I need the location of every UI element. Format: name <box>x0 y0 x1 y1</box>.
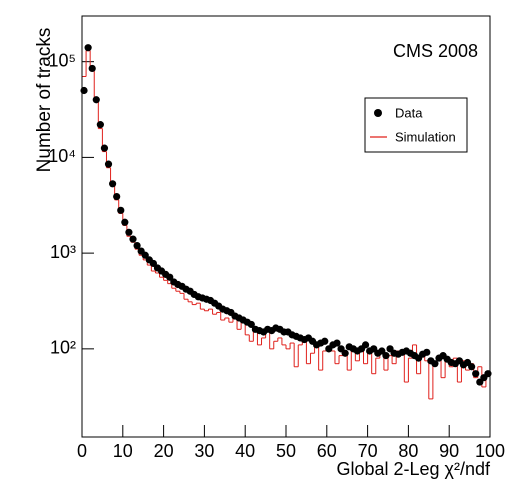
legend-label: Data <box>395 105 423 120</box>
data-point <box>141 251 149 259</box>
data-point <box>333 339 341 347</box>
x-tick-label: 100 <box>475 441 505 461</box>
annotation: CMS 2008 <box>393 41 478 61</box>
data-point <box>468 363 476 371</box>
data-point <box>341 349 349 357</box>
data-point <box>125 228 133 236</box>
data-point <box>96 121 104 129</box>
x-tick-label: 50 <box>276 441 296 461</box>
x-tick-label: 10 <box>113 441 133 461</box>
data-point <box>361 341 370 349</box>
y-tick-label: 10³ <box>50 242 76 262</box>
y-tick-label: 10² <box>50 338 76 358</box>
x-tick-label: 20 <box>154 441 174 461</box>
data-point <box>121 218 129 226</box>
data-point <box>378 347 386 355</box>
x-tick-label: 40 <box>235 441 255 461</box>
data-point <box>109 180 117 188</box>
legend-label: Simulation <box>395 129 456 144</box>
legend: Data Simulation <box>364 97 468 153</box>
data-point <box>166 273 174 281</box>
legend-box <box>364 97 468 153</box>
x-tick-label: 30 <box>194 441 214 461</box>
data-point <box>247 320 255 329</box>
data-point <box>382 352 390 360</box>
data-point <box>92 96 100 104</box>
data-point <box>100 144 109 152</box>
data-point <box>431 360 439 368</box>
x-tick-label: 70 <box>358 441 378 461</box>
x-tick-label: 80 <box>398 441 418 461</box>
x-tick-label: 90 <box>439 441 459 461</box>
x-axis-label: Global 2-Leg χ²/ndf <box>336 459 491 479</box>
y-tick-label: 10⁴ <box>48 146 76 166</box>
y-tick-label: 10⁵ <box>49 50 76 70</box>
frame <box>81 15 491 438</box>
data-point <box>423 348 431 356</box>
data-point <box>84 44 92 52</box>
legend-marker <box>374 109 382 117</box>
data-point <box>104 160 113 168</box>
plot-area: 0 10 20 30 40 50 60 70 80 90 100 10² 10³ 10⁴ 10⁵ <box>48 44 505 461</box>
data-point <box>321 337 329 345</box>
data-point <box>472 370 480 378</box>
x-tick-label: 0 <box>77 441 87 461</box>
data-point <box>113 192 121 201</box>
data-point <box>133 241 141 250</box>
x-tick-label: 60 <box>317 441 337 461</box>
data-point <box>117 206 125 214</box>
y-axis-label: Number of tracks <box>34 28 55 173</box>
data-point <box>88 64 96 73</box>
data-point <box>129 235 137 243</box>
